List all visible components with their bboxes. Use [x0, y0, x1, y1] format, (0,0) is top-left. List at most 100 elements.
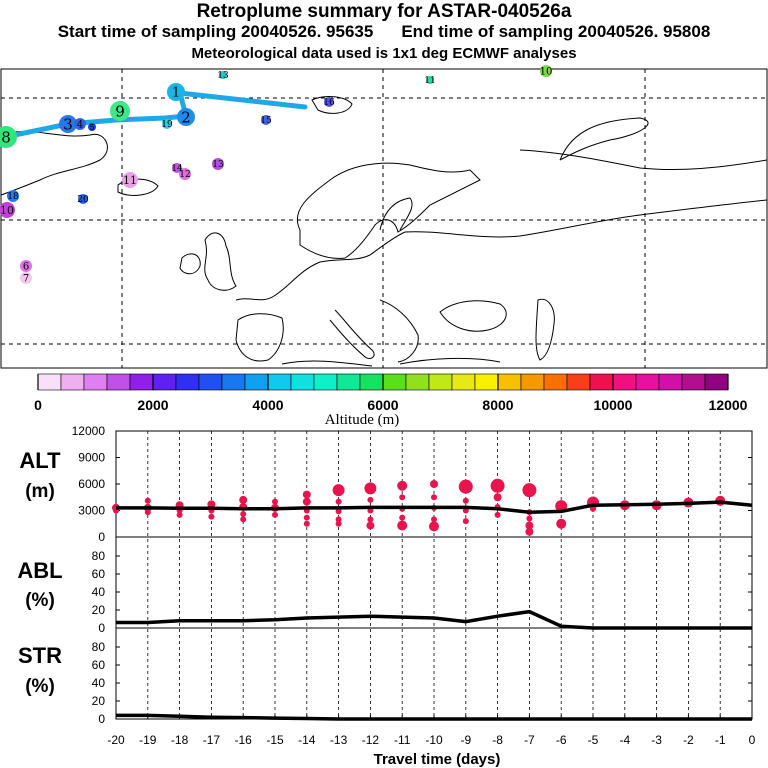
plume-marker-label: 9: [115, 102, 125, 120]
colorbar-cell: [359, 373, 384, 391]
plume-marker-dot: [177, 108, 195, 126]
altitude-dot: [397, 480, 408, 491]
altitude-dot: [303, 520, 310, 527]
plume-marker-dot: [74, 118, 86, 130]
altitude-dot: [494, 511, 501, 518]
altitude-dot: [399, 514, 406, 521]
plume-marker-label: 13: [212, 160, 224, 170]
colorbar-cell: [267, 373, 292, 391]
colorbar-tick-label: 8000: [482, 397, 513, 413]
panel-yticks: 0 3000 6000 9000 12000 0 20 40 60 80 0 20 40 60 80: [72, 424, 752, 726]
colorbar-cell: [658, 373, 683, 391]
altitude-dot: [429, 521, 439, 532]
altitude-dot: [335, 516, 342, 523]
altitude-dot: [332, 484, 345, 497]
panel-ytick: 3000: [78, 504, 105, 518]
x-tick-label: -5: [588, 733, 599, 747]
colorbar-cell: [336, 373, 361, 391]
colorbar-cell: [175, 373, 200, 391]
colorbar-cell: [405, 373, 430, 391]
panel-ytick: 0: [98, 621, 105, 635]
panel-ylabel: (%): [25, 590, 55, 611]
plume-marker-label: 12: [179, 170, 190, 180]
panel-ytick: 40: [92, 676, 106, 690]
altitude-dot: [366, 521, 375, 530]
colorbar-major-ticks: [37, 374, 729, 390]
colorbar-cell: [589, 373, 614, 391]
plume-marker: 13: [217, 71, 229, 81]
plume-marker: 10: [540, 65, 553, 78]
plume-marker-dot: [167, 83, 185, 101]
colorbar-tick-labels: 0 2000 4000 6000 8000 10000 12000: [34, 397, 748, 413]
altitude-dot: [335, 520, 342, 527]
colorbar-cell: [428, 373, 453, 391]
plume-marker-dot: [162, 119, 172, 129]
plume-marker-label: 1: [172, 86, 180, 101]
sampling-times: Start time of sampling 20040526. 95635 En…: [0, 22, 768, 42]
plume-marker-dot: [324, 97, 334, 107]
x-tick-label: 0: [749, 733, 756, 747]
panel-ytick: 0: [98, 712, 105, 726]
altitude-dot: [302, 497, 311, 506]
altitude-dot: [525, 527, 534, 536]
panel-ytick: 6000: [78, 477, 105, 491]
plume-marker-dot: [20, 272, 32, 284]
plume-marker: 13: [212, 158, 224, 170]
colorbar-tick-label: 12000: [709, 397, 748, 413]
plume-marker-label: 10: [540, 67, 553, 78]
series-line-alt: [116, 500, 753, 515]
panel-ytick: 0: [98, 530, 105, 544]
panel-ytick: 60: [92, 658, 106, 672]
altitude-dot: [335, 498, 342, 505]
colorbar-tick-label: 10000: [594, 397, 633, 413]
x-tick-label: -12: [362, 733, 380, 747]
x-tick-label: -17: [203, 733, 221, 747]
plume-marker: 9: [110, 101, 130, 121]
plume-marker-label: 4: [77, 120, 83, 131]
altitude-dot: [335, 508, 342, 515]
plume-marker: 7: [20, 272, 32, 285]
colorbar-cell: [106, 373, 131, 391]
plume-marker-dot: [540, 65, 552, 77]
plume-marker-label: 10: [0, 204, 14, 217]
colorbar-tick-label: 0: [34, 397, 42, 413]
altitude-dot: [240, 516, 247, 523]
plume-marker-label: 3: [63, 115, 73, 133]
plume-marker-dot: [172, 163, 182, 173]
time-series-panels: ALT(m)ABL(%)STR(%) 030006000900012000020…: [17, 424, 755, 768]
colorbar-cell: [37, 373, 62, 391]
panel-ytick: 9000: [78, 451, 105, 465]
x-tick-label: -3: [651, 733, 662, 747]
altitude-dot: [239, 495, 248, 504]
end-time-label: End time of sampling 20040526. 95808: [401, 22, 711, 41]
panel-ytick: 80: [92, 549, 106, 563]
coastline-mediterranean: [281, 357, 501, 367]
plume-marker-label: 8: [1, 128, 11, 146]
panel-ytick: 40: [92, 585, 106, 599]
plume-marker: 12: [179, 168, 191, 180]
plume-marker: 3: [59, 115, 77, 133]
plume-marker-dot: [59, 115, 77, 133]
panel-ylabel: ABL: [17, 558, 62, 583]
altitude-dots: [112, 478, 726, 536]
altitude-dot: [430, 480, 438, 488]
plume-marker: 15: [260, 115, 272, 126]
plume-marker-dot: [261, 115, 271, 125]
altitude-dot: [272, 511, 278, 518]
panel-ytick: 60: [92, 567, 106, 581]
x-tick-labels: -20 -19 -18 -17 -16 -15 -14 -13 -12 -11 -10 -9 -8 -7-…: [107, 715, 756, 747]
panel-ylabel: ALT: [19, 448, 61, 473]
coastline-italy: [329, 309, 375, 359]
altitude-dot: [302, 490, 311, 499]
plume-marker: 11: [424, 76, 436, 86]
x-tick-label: -10: [425, 733, 443, 747]
altitude-dot: [493, 493, 502, 502]
colorbar-cell: [681, 373, 706, 391]
altitude-dot: [303, 514, 310, 521]
plume-marker: 8: [0, 126, 17, 148]
colorbar-cell: [290, 373, 315, 391]
plume-marker-dot: [20, 260, 32, 272]
colorbar-title: Altitude (m): [325, 412, 400, 428]
plume-marker-dot: [0, 202, 15, 218]
